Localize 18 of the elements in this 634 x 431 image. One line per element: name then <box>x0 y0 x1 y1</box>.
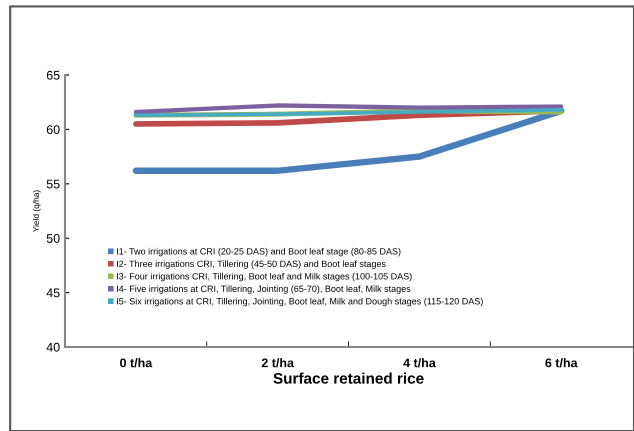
legend-label: I3- Four irrigations CRI, Tillering, Boot leaf and Milk stages (100-105 DAS) <box>117 272 412 282</box>
x-axis-title: Surface retained rice <box>273 372 424 384</box>
y-tick-label: 40 <box>46 342 60 352</box>
y-tick-label: 55 <box>46 180 60 188</box>
legend-label: I4- Five irrigations at CRI, Tillering, Jointing (65-70), Boot leaf, Milk stages <box>117 285 410 294</box>
x-tick-label: 0 t/ha <box>120 358 152 368</box>
legend-label: I2- Three irrigations CRI, Tillering (45-50 DAS) and Boot leaf stages <box>117 260 386 269</box>
legend-label: I5- Six irrigations at CRI, Tillering, Jointing, Boot leaf, Milk and Dough stages (115-120 DAS) <box>117 298 483 306</box>
y-tick-label: 60 <box>46 125 60 134</box>
x-tick-label: 6 t/ha <box>545 358 578 368</box>
legend-label: I1- Two irrigations at CRI (20-25 DAS) and Boot leaf stage (80-85 DAS) <box>117 248 400 256</box>
y-tick-label: 45 <box>46 288 60 298</box>
x-tick-label: 2 t/ha <box>262 358 294 368</box>
x-tick-label: 4 t/ha <box>403 358 436 368</box>
y-tick-label: 50 <box>46 234 60 243</box>
y-tick-label: 65 <box>46 70 60 80</box>
y-axis-title: Yield (q/ha) <box>32 190 41 232</box>
line-series <box>134 103 564 114</box>
